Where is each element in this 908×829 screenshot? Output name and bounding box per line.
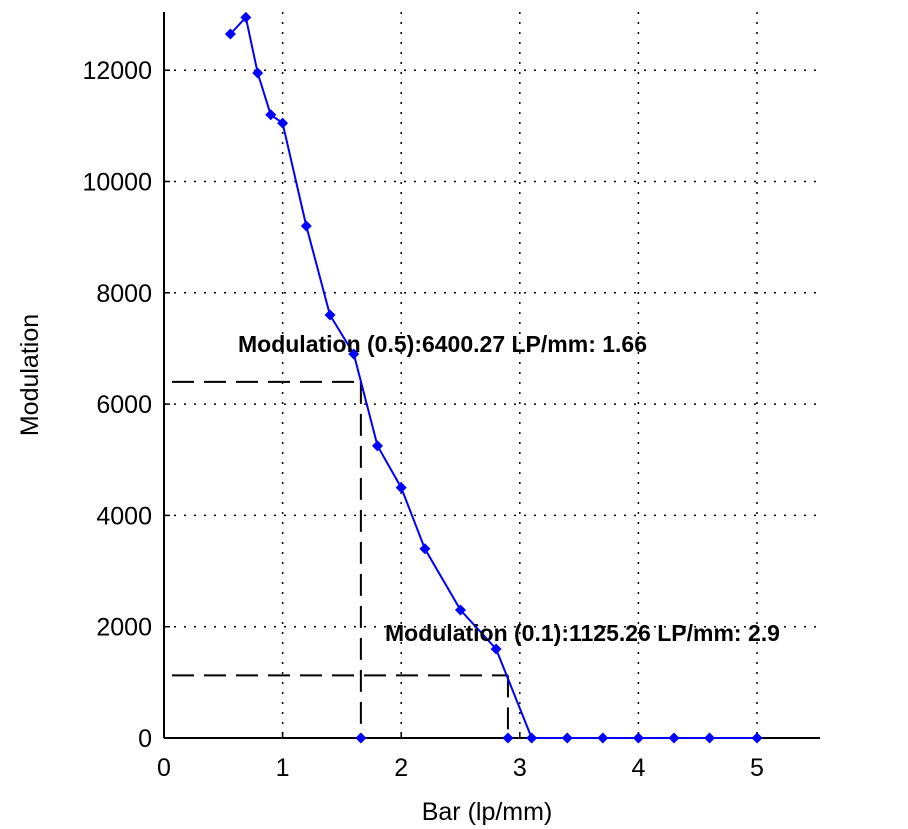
data-point [704, 732, 716, 744]
x-tick-label: 5 [750, 754, 764, 782]
data-point [395, 482, 407, 494]
data-point [348, 348, 360, 360]
y-tick-label: 12000 [82, 57, 152, 85]
data-point [668, 732, 680, 744]
reference-point [355, 732, 367, 744]
markers [224, 11, 763, 744]
x-axis-title: Bar (lp/mm) [422, 798, 553, 826]
annotation-0-5: Modulation (0.5):6400.27 LP/mm: 1.66 [238, 331, 647, 357]
y-tick-label: 4000 [96, 502, 152, 530]
data-point [252, 67, 264, 79]
y-tick-label: 8000 [96, 280, 152, 308]
y-ticks: 0 2000 4000 6000 8000 10000 12000 [82, 57, 170, 753]
data-point [561, 732, 573, 744]
y-axis-title: Modulation [16, 314, 44, 436]
x-tick-label: 1 [276, 754, 290, 782]
data-point [751, 732, 763, 744]
data-point [597, 732, 609, 744]
annotation-0-1: Modulation (0.1):1125.26 LP/mm: 2.9 [385, 620, 780, 646]
data-point [240, 11, 252, 23]
grid [164, 12, 820, 738]
y-tick-label: 0 [138, 725, 152, 753]
x-tick-label: 2 [394, 754, 408, 782]
data-point [265, 109, 277, 121]
reference-point [502, 732, 514, 744]
data-point [455, 604, 466, 616]
y-tick-label: 6000 [96, 391, 152, 419]
data-point [632, 732, 644, 744]
y-tick-label: 10000 [82, 169, 152, 197]
data-point [490, 643, 502, 655]
x-tick-label: 3 [513, 754, 527, 782]
data-point [324, 309, 336, 321]
y-tick-label: 2000 [96, 614, 152, 642]
data-point [419, 543, 431, 555]
x-tick-label: 4 [631, 754, 645, 782]
data-point [526, 732, 538, 744]
x-tick-label: 0 [157, 754, 171, 782]
data-point [277, 117, 289, 129]
reference-lines [172, 380, 509, 738]
x-ticks: 0 1 2 3 4 5 [157, 732, 764, 782]
data-point [224, 28, 236, 40]
data-point [300, 220, 312, 232]
data-point [371, 440, 383, 452]
